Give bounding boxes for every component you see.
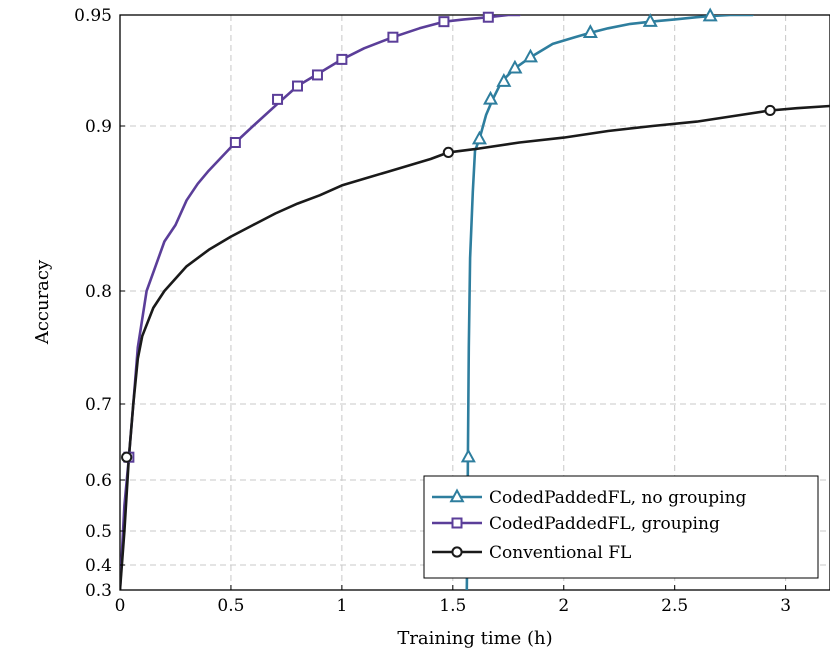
y-tick-label: 0.7 [85,395,112,415]
series-line-square [120,15,521,590]
legend-label: Conventional FL [489,543,631,563]
y-tick-label: 0.4 [85,556,112,576]
legend-marker-triangle [449,488,465,503]
x-tick-label: 0 [115,596,126,616]
data-point-circle [764,104,776,117]
x-tick-label: 1.5 [439,596,466,616]
data-point-triangle [702,7,718,22]
data-point-circle [121,451,133,463]
plot-frame [119,14,830,591]
axes [119,14,830,591]
data-point-triangle [460,448,476,463]
data-point-square [336,53,348,65]
legend-label: CodedPaddedFL, grouping [489,514,720,534]
x-tick-label: 2 [558,596,569,616]
x-tick-label: 1 [336,596,347,616]
x-axis-title: Training time (h) [397,628,552,649]
markers-group [121,7,776,463]
data-point-square [229,137,241,148]
legend: CodedPaddedFL, no grouping CodedPaddedFL,… [423,475,819,579]
y-tick-labels: 0.3 0.4 0.5 0.6 0.7 0.8 0.9 0.95 [74,6,125,601]
data-point-triangle [522,48,539,63]
data-point-square [272,93,284,105]
data-point-triangle [496,73,512,87]
data-point-triangle [471,130,487,145]
y-tick-label: 0.3 [85,581,112,601]
legend-marker-square [451,517,463,529]
y-tick-label: 0.9 [85,117,112,137]
x-tick-labels: 0 0.5 1 1.5 2 2.5 3 [115,585,791,616]
legend-box [423,475,819,579]
data-point-circle [442,146,454,158]
legend-label: CodedPaddedFL, no grouping [489,488,747,508]
series-line-triangle [465,15,754,590]
data-point-triangle [642,13,658,27]
y-tick-label: 0.6 [85,471,112,491]
data-point-square [438,16,450,28]
data-point-triangle [582,24,598,38]
series-group [120,15,830,590]
data-point-square [292,80,303,92]
y-tick-label: 0.95 [74,6,112,26]
data-point-square [311,69,323,81]
data-point-triangle [507,59,523,74]
y-tick-label: 0.5 [85,522,112,542]
data-point-square [387,31,399,43]
data-point-square [482,11,494,23]
x-tick-label: 3 [780,596,791,616]
x-tick-label: 0.5 [217,596,244,616]
x-tick-label: 2.5 [661,596,688,616]
y-tick-label: 0.8 [85,282,112,302]
series-line-circle [120,104,830,590]
data-point-triangle [482,90,499,105]
legend-marker-circle [451,546,463,558]
y-axis-title: Accuracy [32,259,53,345]
